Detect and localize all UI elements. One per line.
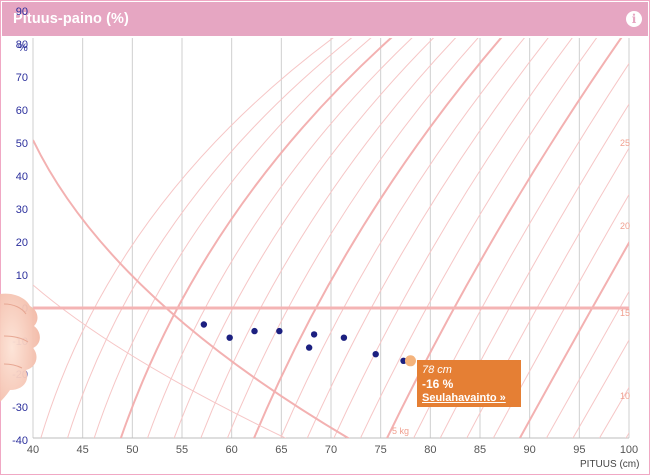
contour-22 xyxy=(625,432,629,438)
x-tick-50: 50 xyxy=(126,444,138,456)
contour-20 xyxy=(572,339,629,438)
contour-23 xyxy=(628,0,650,475)
y-tick-80: 80 xyxy=(16,39,28,51)
x-tick-45: 45 xyxy=(77,444,89,456)
y-tick-70: 70 xyxy=(16,72,28,84)
x-tick-70: 70 xyxy=(325,444,337,456)
contour-label-0: 5 kg xyxy=(392,426,409,436)
contour-left-2 xyxy=(33,284,287,438)
panel-title: Pituus-paino (%) xyxy=(13,11,129,27)
contour-8 xyxy=(253,38,503,438)
highlighted-point xyxy=(404,355,416,367)
data-point xyxy=(305,344,313,351)
contour-1 xyxy=(67,38,353,438)
contour-6 xyxy=(200,38,457,438)
y-tick-90: 90 xyxy=(16,6,28,18)
contour-label-1: 10 xyxy=(620,391,630,401)
y-axis: %9080706050403020100-10-20-30-40 xyxy=(12,6,28,447)
data-point xyxy=(372,351,379,358)
contour-labels: 5 kg 10 15 20 25 xyxy=(392,138,630,436)
y-axis-unit: % xyxy=(18,42,28,54)
data-points xyxy=(200,321,416,367)
contour-label-4: 25 xyxy=(620,138,630,148)
contour-7 xyxy=(226,38,479,438)
contour-10 xyxy=(306,38,549,438)
data-point xyxy=(200,321,208,328)
contour-4 xyxy=(147,38,413,438)
weight-contours xyxy=(33,0,650,475)
hand-image xyxy=(0,292,48,410)
y-tick-50: 50 xyxy=(16,138,28,150)
data-point xyxy=(400,357,407,364)
y-tick-10: 10 xyxy=(16,270,28,282)
x-tick-85: 85 xyxy=(474,444,486,456)
x-tick-55: 55 xyxy=(176,444,188,456)
tooltip-height: 78 cm xyxy=(422,364,452,376)
y-tick-20: 20 xyxy=(16,237,28,249)
contour-13 xyxy=(385,38,623,438)
contour-17 xyxy=(492,193,629,438)
y-tick-60: 60 xyxy=(16,105,28,117)
data-point xyxy=(276,327,283,335)
contour-11 xyxy=(333,38,573,438)
tooltip: 78 cm -16 % Seulahavainto » xyxy=(417,360,521,407)
y-tick-30: 30 xyxy=(16,204,28,216)
x-tick-65: 65 xyxy=(275,444,287,456)
contour-label-2: 15 xyxy=(620,308,630,318)
x-tick-60: 60 xyxy=(226,444,238,456)
x-tick-90: 90 xyxy=(524,444,536,456)
info-icon[interactable]: i xyxy=(626,11,642,27)
contour-9 xyxy=(280,38,526,438)
contour-19 xyxy=(545,290,629,438)
contour-0 xyxy=(40,38,334,438)
x-axis-title: PITUUS (cm) xyxy=(580,459,640,470)
data-point xyxy=(251,327,258,335)
contour-12 xyxy=(359,38,598,438)
x-tick-95: 95 xyxy=(573,444,585,456)
data-point xyxy=(226,334,233,341)
x-tick-40: 40 xyxy=(27,444,39,456)
y-tick--30: -30 xyxy=(12,402,28,414)
contour-3 xyxy=(119,38,393,438)
contour-2 xyxy=(93,38,372,438)
y-tick--40: -40 xyxy=(12,435,28,447)
x-tick-80: 80 xyxy=(424,444,436,456)
contour-18 xyxy=(518,240,629,438)
tooltip-value: -16 % xyxy=(422,377,454,391)
contour-left-1 xyxy=(33,139,351,438)
screening-link[interactable]: Seulahavainto » xyxy=(422,392,506,404)
contour-label-3: 20 xyxy=(620,221,630,231)
x-tick-75: 75 xyxy=(375,444,387,456)
grid xyxy=(32,38,630,439)
x-tick-100: 100 xyxy=(620,444,638,456)
panel-header: Pituus-paino (%) i xyxy=(2,2,648,36)
contour-21 xyxy=(598,386,629,438)
y-tick-40: 40 xyxy=(16,171,28,183)
data-point xyxy=(310,331,318,338)
x-axis: 40 45 50 55 60 65 70 75 80 85 90 95 100 xyxy=(27,444,638,456)
contour-5 xyxy=(173,38,435,438)
data-point xyxy=(340,334,348,341)
